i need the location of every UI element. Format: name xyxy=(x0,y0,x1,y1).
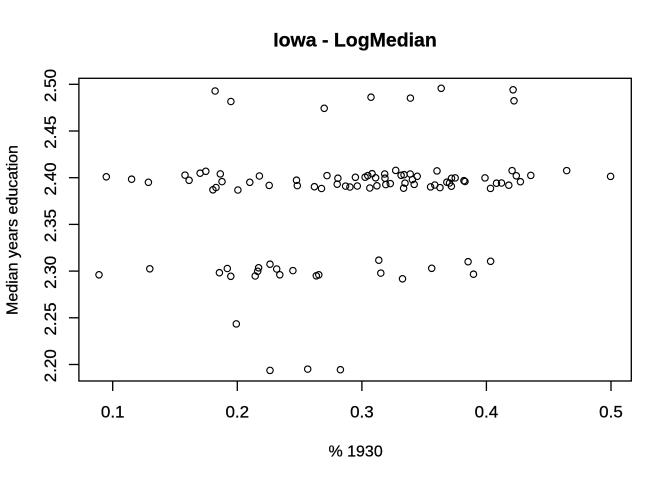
svg-text:% 1930: % 1930 xyxy=(328,444,382,461)
svg-text:0.2: 0.2 xyxy=(225,402,249,421)
svg-text:2.35: 2.35 xyxy=(41,209,60,242)
svg-text:2.20: 2.20 xyxy=(41,349,60,382)
svg-text:2.40: 2.40 xyxy=(41,162,60,195)
svg-text:0.4: 0.4 xyxy=(475,402,499,421)
svg-text:2.25: 2.25 xyxy=(41,302,60,335)
svg-text:2.45: 2.45 xyxy=(41,116,60,149)
svg-text:2.30: 2.30 xyxy=(41,256,60,289)
svg-text:0.5: 0.5 xyxy=(599,402,623,421)
svg-text:Iowa - LogMedian: Iowa - LogMedian xyxy=(273,30,437,52)
svg-text:0.1: 0.1 xyxy=(101,402,125,421)
svg-text:0.3: 0.3 xyxy=(350,402,374,421)
svg-text:Median years education: Median years education xyxy=(5,145,22,315)
svg-text:2.50: 2.50 xyxy=(41,69,60,102)
